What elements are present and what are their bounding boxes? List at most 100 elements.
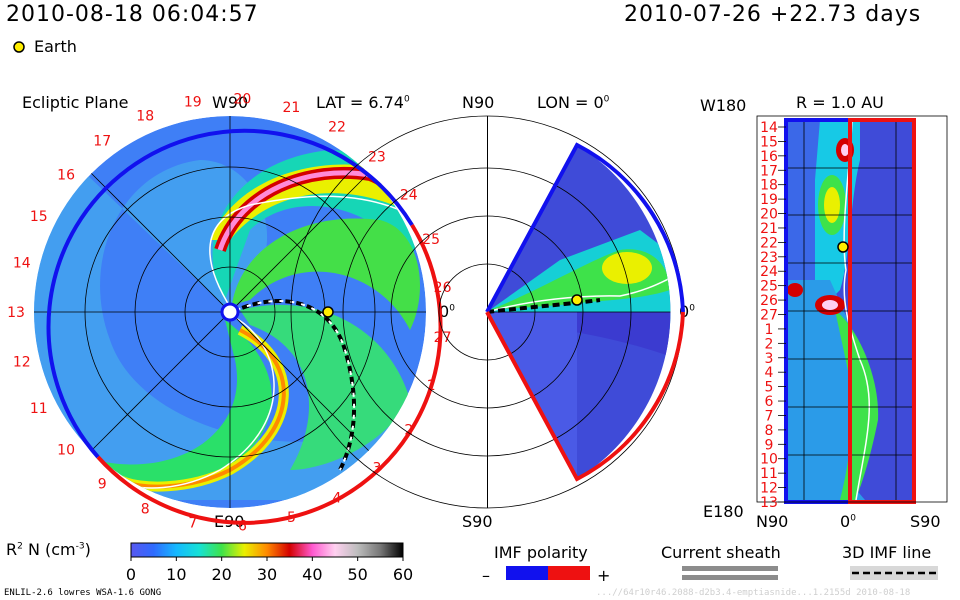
ecliptic-rotation-label: 15: [30, 209, 48, 225]
colorbar-tick-label: 10: [166, 565, 186, 584]
radial-date-label: 12: [760, 481, 778, 497]
imf-positive-swatch: [548, 566, 590, 580]
lat-label: LAT = 6.740: [316, 93, 410, 112]
radial-date-label: 22: [760, 235, 778, 251]
ecliptic-rotation-label: 23: [368, 149, 386, 165]
ecliptic-rotation-label: 27: [434, 330, 452, 346]
reference-date: 2010-07-26 +22.73 days: [624, 2, 922, 27]
ecliptic-negative-boundary: [46, 128, 414, 459]
radial-date-label: 19: [760, 192, 778, 208]
radial-date-label: 13: [760, 495, 778, 511]
ecliptic-rotation-label: 4: [333, 490, 342, 506]
ecliptic-rotation-label: 19: [184, 94, 202, 110]
radial-bottom-left: E180: [703, 502, 744, 521]
meridional-bottom-label: S90: [462, 512, 493, 531]
colorbar-tick-label: 0: [126, 565, 136, 584]
ecliptic-rotation-label: 24: [400, 187, 418, 203]
colorbar-ticks: 0 10 20 30 40 50 60: [126, 557, 413, 584]
ecliptic-positive-boundary: [96, 223, 443, 525]
colorbar: [130, 542, 404, 558]
ecliptic-rotation-label: 25: [422, 232, 440, 248]
ecliptic-rotation-label: 21: [282, 100, 300, 116]
radial-date-label: 5: [765, 380, 774, 396]
meridional-positive-boundary: [485, 311, 685, 482]
datetime-title: 2010-08-18 06:04:57: [6, 2, 259, 27]
earth-marker-ecliptic: [322, 306, 334, 318]
ecliptic-rotation-label: 20: [233, 91, 251, 107]
ecliptic-rotation-label: 9: [98, 477, 107, 493]
radial-date-label: 2: [765, 336, 774, 352]
radial-date-label: 26: [760, 293, 778, 309]
radial-date-label: 23: [760, 250, 778, 266]
meridional-negative-boundary: [485, 142, 685, 313]
ecliptic-rotation-label: 10: [57, 443, 75, 459]
imf-plus-label: +: [597, 566, 611, 585]
ecliptic-rotation-label: 1: [427, 378, 436, 394]
radial-date-label: 10: [760, 452, 778, 468]
earth-legend-icon: [13, 41, 25, 53]
radial-bottom-s: S90: [910, 512, 941, 531]
colorbar-label: R2 N (cm-3): [6, 540, 91, 559]
ecliptic-rotation-label: 22: [328, 120, 346, 136]
colorbar-tick-label: 50: [347, 565, 367, 584]
earth-marker-meridional: [571, 294, 583, 306]
ecliptic-rotation-label: 3: [372, 461, 381, 477]
current-sheath-swatch-1: [682, 566, 778, 571]
colorbar-tick-label: 30: [257, 565, 277, 584]
radial-date-label: 9: [765, 437, 774, 453]
ecliptic-rotation-label: 5: [287, 510, 296, 526]
ecliptic-right-label: 00: [439, 302, 455, 321]
radial-date-label: 17: [760, 163, 778, 179]
ecliptic-rotation-label: 11: [30, 401, 48, 417]
ecliptic-rotation-label: 17: [93, 133, 111, 149]
radial-date-label: 4: [765, 365, 774, 381]
radial-date-label: 15: [760, 134, 778, 150]
radial-top-left: W180: [700, 96, 747, 115]
radial-date-label: 24: [760, 264, 778, 280]
imf-line-swatch: [850, 566, 938, 580]
earth-marker-radial: [837, 241, 849, 253]
imf-negative-swatch: [506, 566, 548, 580]
ecliptic-rotation-label: 6: [238, 519, 247, 535]
radial-date-label: 16: [760, 149, 778, 165]
current-sheath-swatch-2: [682, 575, 778, 580]
radial-date-label: 25: [760, 279, 778, 295]
meridional-top-label: N90: [462, 93, 495, 112]
radial-date-label: 27: [760, 308, 778, 324]
radial-title: R = 1.0 AU: [796, 93, 884, 112]
ecliptic-rotation-label: 18: [136, 109, 154, 125]
radial-bottom-n: N90: [756, 512, 789, 531]
radial-bottom-zero: 00: [840, 512, 856, 531]
colorbar-tick-label: 40: [302, 565, 322, 584]
ecliptic-top-label: W90: [212, 93, 249, 112]
model-info: ENLIL-2.6 lowres WSA-1.6 GONG: [4, 588, 162, 598]
ecliptic-rotation-label: 26: [434, 280, 452, 296]
ecliptic-rotation-label: 8: [141, 502, 150, 518]
radial-date-labels: 1415161718192021222324252627123456789101…: [760, 120, 786, 511]
radial-date-label: 8: [765, 423, 774, 439]
imf-polarity-label: IMF polarity: [494, 543, 588, 562]
colorbar-tick-label: 60: [393, 565, 413, 584]
imf-minus-label: –: [482, 566, 490, 585]
lon-label: LON = 00: [537, 93, 610, 112]
radial-panel: [756, 115, 948, 504]
ecliptic-rotation-label: 12: [13, 354, 31, 370]
radial-date-label: 6: [765, 394, 774, 410]
ecliptic-rotation-label: 14: [13, 256, 31, 272]
radial-date-label: 11: [760, 466, 778, 482]
radial-date-label: 21: [760, 221, 778, 237]
ecliptic-rotation-label: 16: [57, 167, 75, 183]
ecliptic-rotation-label: 2: [404, 423, 413, 439]
ecliptic-title: Ecliptic Plane: [22, 93, 129, 112]
radial-date-label: 7: [765, 409, 774, 425]
watermark: ...//64r10r46.2088-d2b3.4-emptiasnide...…: [596, 588, 911, 598]
earth-legend-label: Earth: [34, 37, 77, 56]
radial-date-label: 3: [765, 351, 774, 367]
radial-date-label: 20: [760, 207, 778, 223]
imf-line-label: 3D IMF line: [842, 543, 932, 562]
ecliptic-rotation-label: 7: [188, 516, 197, 532]
ecliptic-rotation-label: 13: [7, 305, 25, 321]
ecliptic-rotation-labels: 19 20212223242526271234567891011121314151…: [7, 91, 452, 534]
